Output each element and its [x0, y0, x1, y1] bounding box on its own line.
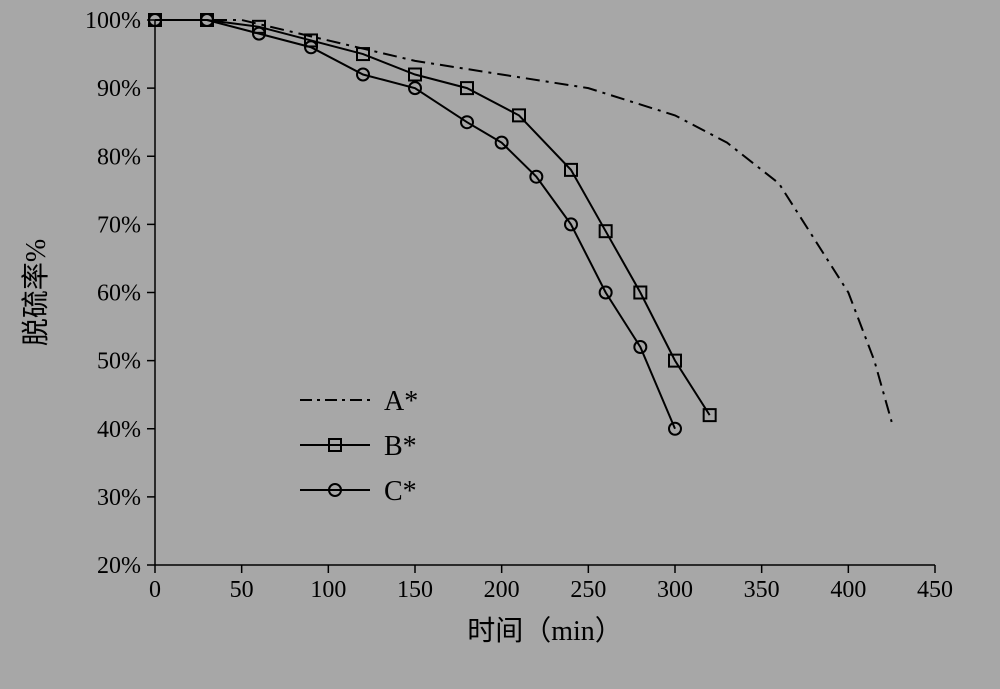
x-tick-label: 250	[570, 577, 606, 603]
x-tick-label: 200	[484, 577, 520, 603]
series-line	[155, 20, 710, 415]
x-tick-label: 300	[657, 577, 693, 603]
x-tick-label: 400	[830, 577, 866, 603]
x-tick-label: 0	[149, 577, 161, 603]
y-tick-label: 100%	[85, 8, 141, 34]
y-tick-label: 70%	[97, 212, 141, 238]
legend-label: B*	[384, 431, 417, 462]
legend-label: C*	[384, 476, 417, 507]
y-tick-label: 30%	[97, 485, 141, 511]
efficiency-chart: 0 50 100 150 200 250 300 350 400 450 20% 30% 40% 50% 6…	[0, 0, 1000, 689]
x-tick-label: 100	[310, 577, 346, 603]
chart-svg: 0 50 100 150 200 250 300 350 400 450 20% 30% 40% 50% 6…	[0, 0, 1000, 689]
y-tick-label: 50%	[97, 349, 141, 375]
x-tick-label: 350	[744, 577, 780, 603]
y-tick-label: 40%	[97, 417, 141, 443]
y-tick-label: 80%	[97, 144, 141, 170]
y-axis-label: 脱硫率%	[20, 239, 52, 346]
x-tick-label: 150	[397, 577, 433, 603]
legend-label: A*	[384, 386, 418, 417]
x-tick-label: 50	[230, 577, 254, 603]
x-axis-label: 时间（min）	[467, 615, 623, 647]
x-tick-label: 450	[917, 577, 953, 603]
y-tick-label: 20%	[97, 553, 141, 579]
y-tick-label: 60%	[97, 281, 141, 307]
y-tick-label: 90%	[97, 76, 141, 102]
series-line	[155, 20, 892, 422]
